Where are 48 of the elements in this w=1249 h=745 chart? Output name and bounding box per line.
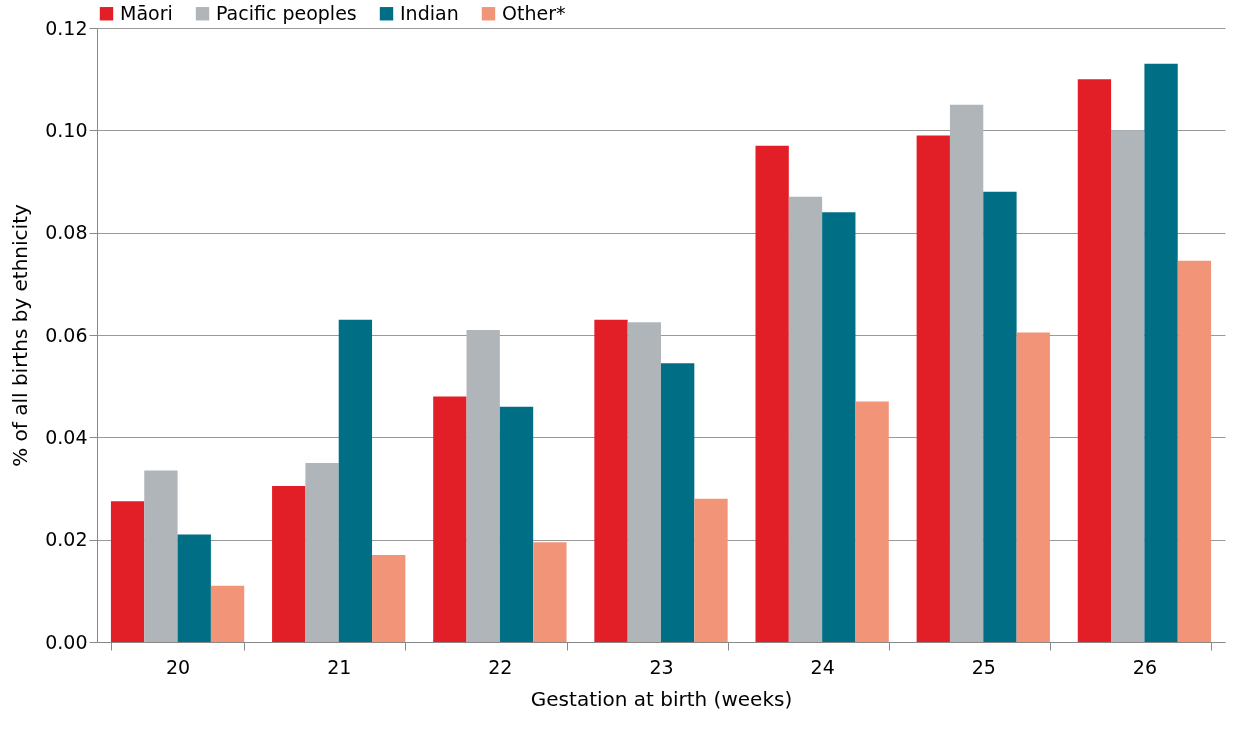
bar (855, 401, 889, 642)
y-tick-label: 0.04 (45, 425, 88, 448)
bar (338, 319, 373, 642)
x-tick-label: 21 (327, 655, 352, 678)
bar (1111, 130, 1145, 642)
y-axis-title: % of all births by ethnicity (8, 204, 33, 467)
x-axis-title: Gestation at birth (weeks) (530, 686, 793, 711)
bar (1144, 63, 1178, 642)
bar (177, 534, 211, 642)
legend-label: Pacific peoples (216, 1, 357, 24)
bar (594, 319, 628, 642)
bar (661, 363, 695, 642)
bar (822, 212, 856, 642)
y-tick-label: 0.08 (45, 221, 88, 244)
x-tick-label: 22 (488, 655, 513, 678)
x-tick-label: 20 (165, 655, 191, 678)
bar (433, 396, 467, 642)
legend-label: Māori (120, 1, 173, 24)
legend-label: Other* (502, 1, 566, 24)
bar (694, 498, 728, 642)
bar (949, 104, 984, 642)
y-tick-label: 0.06 (45, 323, 88, 346)
bar (1016, 332, 1050, 642)
bar (210, 585, 245, 642)
x-tick-label: 23 (649, 655, 674, 678)
bar (144, 470, 178, 642)
bar (1177, 260, 1212, 642)
bar (305, 462, 339, 642)
bar (272, 485, 306, 642)
bar (110, 501, 145, 642)
bar (916, 135, 950, 642)
y-tick-label: 0.10 (45, 118, 88, 141)
bar (466, 329, 500, 642)
x-tick-label: 24 (810, 655, 835, 678)
bar (983, 191, 1017, 642)
x-tick-label: 25 (971, 655, 996, 678)
y-tick-label: 0.00 (45, 630, 88, 653)
y-tick-label: 0.12 (45, 16, 88, 39)
bar (755, 145, 789, 642)
bar (788, 196, 823, 642)
legend-label: Indian (400, 1, 459, 24)
bar (499, 406, 534, 642)
bar (533, 542, 567, 642)
x-tick-label: 26 (1132, 655, 1158, 678)
y-tick-label: 0.02 (45, 528, 88, 551)
bar (1077, 79, 1112, 642)
bar (372, 555, 406, 642)
bar (627, 322, 661, 642)
